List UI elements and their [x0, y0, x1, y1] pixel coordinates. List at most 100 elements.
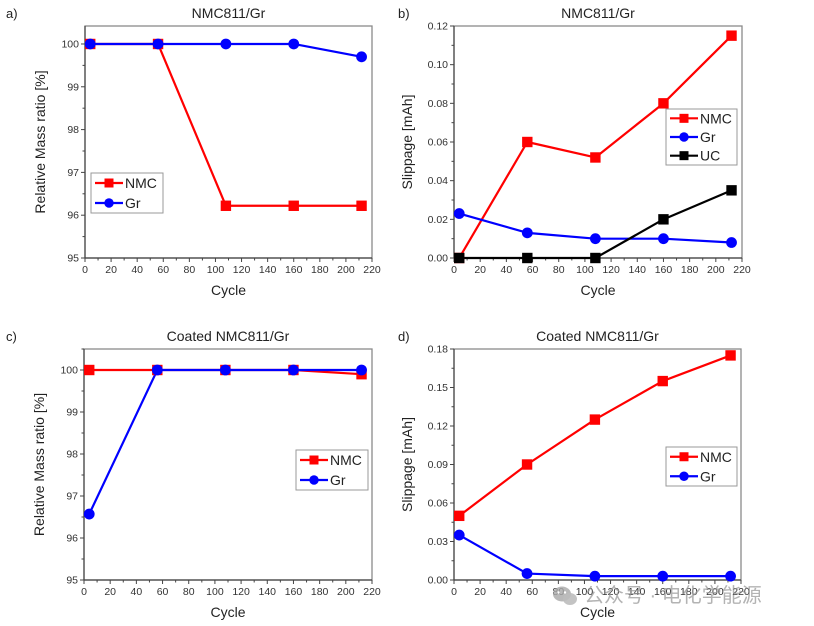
legend-marker-nmc — [309, 455, 319, 465]
legend-item-gr: Gr — [670, 468, 716, 484]
y-tick-label: 99 — [66, 407, 78, 419]
data-point-gr — [521, 568, 533, 579]
x-tick-label: 220 — [363, 586, 381, 598]
plot-frame — [84, 25, 373, 259]
legend-label: Gr — [700, 468, 716, 484]
y-tick-label: 97 — [66, 491, 78, 503]
x-tick-label: 180 — [681, 264, 699, 276]
x-tick-label: 220 — [363, 264, 381, 276]
series-group — [84, 38, 367, 211]
y-tick-label: 0.12 — [428, 421, 449, 433]
x-tick-label: 20 — [105, 264, 117, 276]
data-point-nmc — [725, 350, 736, 361]
data-point-gr — [726, 237, 737, 248]
data-point-nmc — [521, 459, 533, 470]
legend-box — [90, 172, 164, 214]
legend-label: Gr — [700, 129, 716, 145]
x-tick-label: 120 — [602, 264, 620, 276]
watermark-text: 公众号 · 电化学能源 — [584, 584, 762, 607]
data-point-nmc — [522, 136, 533, 148]
x-axis-label: Cycle — [580, 604, 615, 620]
x-tick-label: 60 — [157, 264, 169, 276]
data-point-gr — [288, 364, 299, 376]
x-tick-label: 100 — [206, 586, 224, 598]
legend-label: NMC — [700, 449, 732, 465]
chart-title: NMC811/Gr — [561, 5, 635, 21]
data-point-gr — [657, 570, 669, 582]
x-tick-label: 80 — [183, 586, 195, 598]
x-tick-label: 0 — [81, 586, 87, 598]
data-point-gr — [356, 364, 367, 376]
y-axis-label: Slippage [mAh] — [399, 417, 415, 512]
y-tick-label: 0.03 — [428, 536, 449, 548]
x-tick-label: 200 — [706, 586, 724, 598]
legend-box — [295, 449, 369, 491]
y-tick-label: 0.06 — [428, 137, 449, 149]
x-tick-label: 40 — [501, 264, 513, 276]
panel-b: b) NMC811/Gr 0 20 40 60 80 100 120 140 160 180 200 22… — [398, 5, 751, 298]
data-point-gr — [453, 208, 465, 219]
x-tick-label: 220 — [732, 586, 750, 598]
x-tick-label: 200 — [337, 586, 355, 598]
data-point-gr — [83, 508, 95, 520]
legend-marker-uc — [679, 151, 689, 161]
data-point-gr — [589, 233, 601, 245]
x-tick-label: 180 — [311, 264, 329, 276]
x-tick-label: 0 — [451, 586, 457, 598]
y-tick-label: 0.04 — [428, 175, 449, 187]
data-point-gr — [84, 38, 96, 50]
data-point-nmc — [589, 414, 601, 425]
legend-item-nmc: NMC — [95, 175, 157, 191]
series-line-gr — [88, 368, 362, 515]
panel-d: d)Coated NMC811/Gr0204060801001201401601… — [398, 328, 750, 620]
y-tick-label: 99 — [67, 81, 79, 93]
data-point-gr — [521, 227, 533, 239]
data-point-uc — [658, 214, 669, 225]
y-tick-label: 100 — [61, 38, 79, 50]
series-group — [83, 364, 367, 520]
x-tick-label: 160 — [655, 264, 673, 276]
y-tick-label: 97 — [67, 167, 79, 179]
data-point-nmc — [84, 364, 95, 376]
y-tick-label: 96 — [66, 533, 78, 545]
legend: NMC Gr — [295, 449, 369, 491]
panel-a: a) NMC811/Gr 0 20 40 60 80 100 120 140 160 180 200 22… — [6, 5, 381, 298]
watermark: 公众号 · 电化学能源 — [553, 584, 762, 607]
panel-label: c) — [6, 329, 17, 344]
y-tick-label: 0.00 — [428, 575, 449, 587]
legend-item-gr: Gr — [670, 129, 716, 145]
y-tick-label: 0.08 — [428, 98, 449, 110]
chart-title: Coated NMC811/Gr — [536, 328, 659, 344]
panel-c: c) Coated NMC811/Gr 0 20 40 60 80 100 120 140 160 1… — [6, 328, 381, 620]
chart-title: Coated NMC811/Gr — [167, 328, 290, 344]
x-tick-label: 100 — [207, 264, 225, 276]
y-tick-label: 0.00 — [428, 253, 449, 265]
x-tick-label: 120 — [232, 586, 250, 598]
panel-label: a) — [6, 6, 18, 21]
x-tick-label: 80 — [553, 264, 565, 276]
legend: NMC Gr — [665, 446, 738, 487]
data-point-gr — [151, 364, 163, 376]
panel-label: b) — [398, 6, 410, 21]
x-tick-label: 20 — [474, 586, 486, 598]
data-point-gr — [219, 364, 231, 376]
y-tick-label: 0.18 — [428, 344, 449, 356]
x-tick-label: 20 — [104, 586, 116, 598]
y-tick-label: 0.02 — [428, 214, 449, 226]
x-tick-label: 160 — [654, 586, 672, 598]
legend-label: Gr — [125, 195, 141, 211]
legend: NMC Gr — [90, 172, 164, 214]
legend-marker-nmc — [104, 178, 114, 188]
x-tick-label: 60 — [527, 264, 539, 276]
data-point-gr — [220, 38, 232, 50]
x-tick-label: 40 — [131, 264, 143, 276]
data-point-nmc — [454, 510, 465, 522]
data-point-gr — [288, 38, 300, 50]
legend-box — [665, 446, 738, 487]
y-tick-label: 0.10 — [428, 59, 449, 71]
y-axis-label: Relative Mass ratio [%] — [32, 70, 48, 213]
x-tick-label: 180 — [311, 586, 329, 598]
legend-item-gr: Gr — [95, 195, 141, 211]
legend-item-uc: UC — [670, 148, 720, 164]
series-group — [453, 350, 736, 582]
